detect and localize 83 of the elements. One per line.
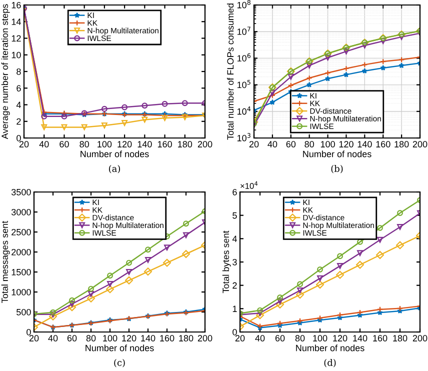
text: (b): [331, 165, 343, 174]
x-tick-label: 120: [122, 335, 136, 342]
y-tick-label: 1000: [12, 288, 31, 296]
y-tick-label: 1500: [12, 268, 31, 276]
y-tick-label: 10$^{7}$: [237, 26, 250, 35]
x-tick-label: 100: [313, 335, 328, 342]
x-tick-label: 120: [339, 141, 354, 148]
x-tick-label: 180: [179, 335, 194, 342]
text: ×10$^{4}$: [240, 181, 258, 189]
x-tick-label: 140: [138, 141, 152, 148]
x-tick-label: 200: [412, 335, 428, 342]
x-tick-label: 40: [48, 335, 58, 342]
y-tick-label: 12: [12, 35, 21, 42]
x-tick-label: 100: [320, 141, 335, 148]
x-tick-label: 80: [86, 335, 96, 342]
x-tick-label: 40: [255, 335, 265, 342]
x-tick-label: 80: [80, 141, 89, 148]
y-tick-label: 0: [26, 328, 31, 336]
text: (d): [324, 359, 336, 368]
x-axis-title: Number of nodes: [303, 150, 372, 158]
y-tick-label: 6: [232, 188, 237, 196]
x-tick-label: 160: [373, 335, 388, 342]
x-tick-label: 20: [29, 335, 39, 342]
y-tick-label: 2: [232, 282, 237, 289]
x-tick-label: 80: [304, 141, 314, 148]
x-axis-title: Number of nodes: [296, 344, 364, 352]
y-tick-label: 16: [12, 2, 21, 8]
y-tick-label: 10$^{4}$: [237, 106, 251, 115]
x-tick-label: 80: [295, 335, 305, 342]
y-axis-title: Total number of FLOPs consumed: [226, 4, 234, 140]
x-tick-label: 100: [103, 335, 118, 342]
x-tick-label: 100: [98, 141, 112, 148]
x-tick-label: 180: [178, 141, 192, 148]
y-tick-label: 2500: [12, 228, 31, 236]
y-tick-label: 0: [232, 328, 237, 336]
y-tick-label: 3000: [11, 208, 31, 216]
x-tick-label: 160: [158, 141, 172, 148]
y-axis-title: Average number of iteration steps: [1, 4, 10, 140]
y-tick-label: 500: [16, 308, 31, 316]
x-axis-title: Number of nodes: [80, 150, 149, 158]
y-tick-label: 4: [232, 236, 237, 242]
x-tick-label: 60: [60, 141, 69, 148]
y-axis-title: Total bytes sent: [222, 230, 231, 294]
x-tick-label: 60: [286, 141, 296, 148]
y-tick-label: 3: [232, 258, 237, 266]
x-tick-label: 60: [275, 335, 285, 342]
x-tick-label: 160: [160, 335, 174, 342]
y-tick-label: 3500: [11, 188, 31, 196]
x-tick-label: 180: [394, 141, 409, 148]
y-tick-label: 10: [12, 52, 21, 58]
x-tick-label: 160: [376, 141, 390, 148]
x-tick-label: 140: [141, 335, 156, 342]
x-tick-label: 140: [358, 141, 372, 148]
x-tick-label: 180: [393, 335, 408, 342]
y-tick-label: 2: [16, 118, 21, 125]
y-tick-label: 14: [12, 18, 21, 25]
y-tick-label: 1: [232, 306, 237, 312]
y-tick-label: 0: [16, 134, 21, 142]
text: (c): [114, 359, 125, 368]
y-axis-title: Total messages sent: [1, 220, 10, 303]
x-tick-label: 40: [39, 141, 49, 148]
y-tick-label: 6: [16, 85, 21, 92]
y-tick-label: 10$^{8}$: [237, 0, 250, 8]
x-axis-title: Number of nodes: [86, 344, 154, 352]
x-tick-label: 120: [118, 141, 132, 148]
x-tick-label: 20: [19, 141, 29, 148]
x-tick-label: 200: [198, 335, 212, 342]
x-tick-label: 20: [249, 141, 259, 148]
y-tick-label: 4: [16, 102, 21, 108]
x-tick-label: 40: [268, 141, 278, 148]
text: (a): [109, 165, 120, 174]
y-tick-label: 5: [232, 212, 237, 219]
x-tick-label: 120: [333, 335, 348, 342]
y-tick-label: 10$^{6}$: [237, 53, 251, 62]
x-tick-label: 60: [67, 335, 77, 342]
y-tick-label: 10$^{5}$: [237, 80, 250, 88]
y-tick-label: 8: [16, 68, 21, 75]
x-tick-label: 200: [198, 141, 212, 148]
x-tick-label: 140: [353, 335, 368, 342]
y-tick-label: 10$^{3}$: [237, 133, 250, 142]
x-tick-label: 20: [235, 335, 245, 342]
y-tick-label: 2000: [12, 248, 31, 256]
x-tick-label: 200: [412, 141, 428, 148]
